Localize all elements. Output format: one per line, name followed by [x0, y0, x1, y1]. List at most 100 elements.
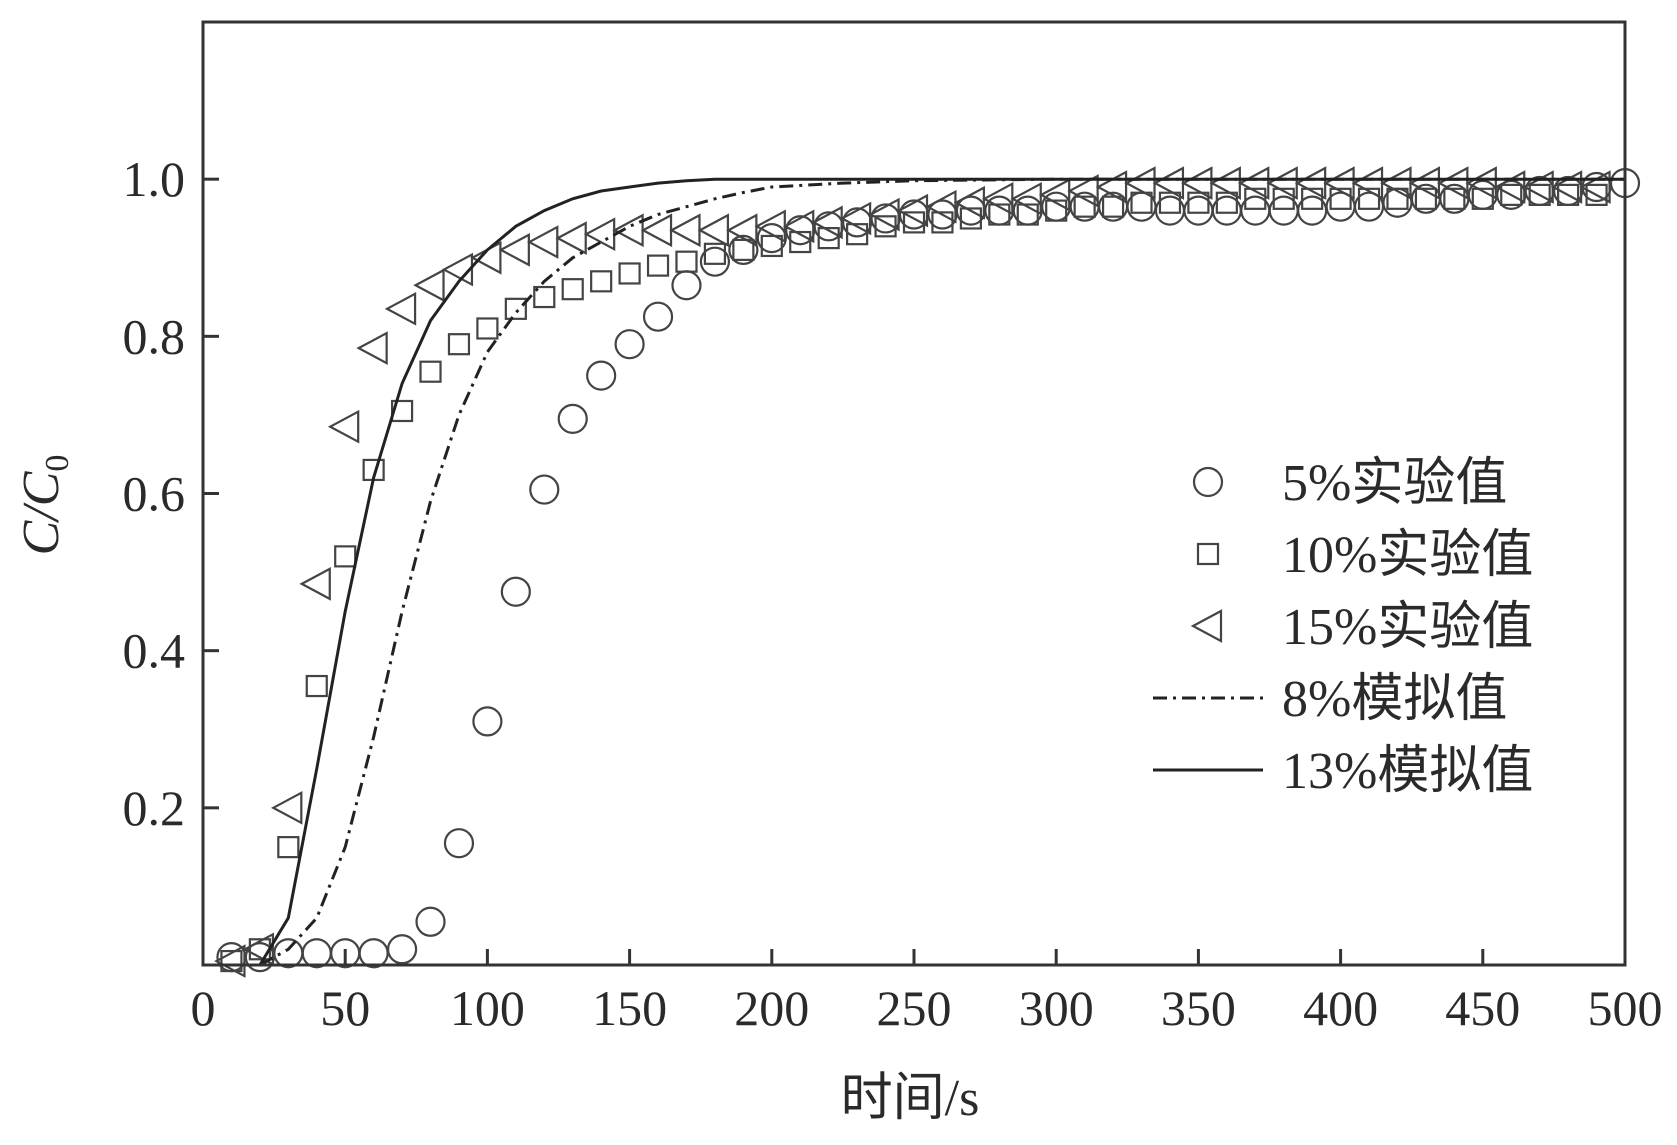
x-tick-label: 350 [1161, 980, 1236, 1036]
data-point [671, 270, 702, 301]
legend-label: 15%实验值 [1282, 599, 1533, 656]
data-point [270, 790, 303, 825]
data-point [413, 268, 445, 303]
legend-label: 5%实验值 [1282, 455, 1507, 512]
data-point [526, 225, 559, 259]
data-point [760, 234, 783, 258]
data-point [358, 938, 389, 969]
data-point [728, 234, 759, 265]
data-point [988, 203, 1011, 226]
data-point [614, 329, 645, 360]
data-point [1101, 195, 1125, 218]
data-point [732, 238, 755, 261]
data-point [1301, 187, 1324, 210]
data-point [669, 213, 701, 248]
x-tick-label: 400 [1303, 980, 1378, 1036]
data-point [1272, 187, 1295, 210]
data-point [476, 317, 499, 340]
data-point [1414, 187, 1438, 210]
data-point [334, 545, 357, 568]
data-point [1067, 174, 1099, 208]
data-point [1465, 166, 1497, 200]
x-tick-label: 500 [1588, 980, 1663, 1036]
data-point [242, 932, 274, 967]
data-point [470, 240, 502, 275]
data-point [1471, 187, 1494, 210]
data-point [498, 233, 530, 267]
x-tick-label: 200 [734, 980, 809, 1036]
data-point [356, 331, 388, 365]
plot-layer [214, 166, 1641, 978]
y-tick-label: 0.6 [123, 466, 186, 522]
data-point [1045, 199, 1068, 222]
data-point [1557, 183, 1580, 206]
legend-item: 15%实验值 [1190, 599, 1533, 656]
data-point [1329, 187, 1352, 210]
data-point [646, 254, 670, 277]
data-point [472, 706, 503, 737]
y-tick-label: 0.2 [123, 780, 186, 836]
data-point [846, 223, 869, 246]
data-point [612, 213, 644, 248]
legend-label: 10%实验值 [1282, 527, 1533, 584]
x-tick-label: 150 [592, 980, 667, 1036]
data-point [953, 185, 985, 220]
data-point [327, 409, 360, 444]
data-point [1158, 191, 1182, 214]
data-point [931, 211, 954, 234]
y-axis-label: C/C0 [13, 455, 76, 556]
data-point [443, 828, 475, 859]
data-point [1244, 187, 1267, 210]
data-point [902, 211, 926, 234]
data-point [1528, 183, 1551, 206]
x-tick-label: 100 [450, 980, 525, 1036]
x-axis-label: 时间/s [841, 1070, 980, 1127]
data-point [1357, 187, 1381, 210]
legend-label: 8%模拟值 [1282, 671, 1507, 728]
data-point [703, 242, 727, 265]
legend-marker-swatch [1192, 466, 1224, 498]
data-point [384, 291, 417, 326]
x-tick-label: 450 [1445, 980, 1520, 1036]
data-point [1130, 191, 1153, 214]
legend-marker-swatch [1196, 542, 1220, 566]
data-point [868, 197, 900, 232]
data-point [590, 270, 613, 293]
legend-item: 13%模拟值 [1153, 743, 1533, 800]
data-point [1443, 187, 1466, 210]
data-point [874, 215, 897, 238]
data-point [415, 906, 446, 937]
legend-item: 10%实验值 [1196, 527, 1533, 584]
data-point [839, 201, 872, 236]
data-point [811, 205, 843, 240]
data-point [305, 674, 328, 698]
data-point [1187, 191, 1210, 214]
y-tick-label: 0.8 [123, 308, 186, 364]
data-point [500, 576, 531, 607]
legend-item: 5%实验值 [1192, 455, 1507, 512]
data-point [699, 246, 731, 277]
series-5 [231, 177, 1625, 967]
data-point [504, 297, 527, 320]
data-point [561, 278, 584, 301]
x-tick-label: 250 [877, 980, 952, 1036]
data-point [1585, 183, 1608, 206]
y-tick-label: 1.0 [123, 151, 186, 207]
data-point [1010, 181, 1042, 216]
data-point [618, 262, 641, 285]
legend-label: 13%模拟值 [1282, 743, 1533, 800]
x-tick-label: 0 [191, 980, 216, 1036]
data-point [419, 360, 442, 383]
data-point [533, 285, 556, 309]
legend-marker-swatch [1190, 609, 1223, 643]
data-point [1386, 187, 1409, 210]
data-point [441, 252, 474, 287]
y-axis-label-sub: 0 [39, 455, 76, 472]
data-point [555, 221, 587, 255]
data-point [817, 227, 840, 250]
data-point [642, 301, 674, 332]
data-point [1215, 191, 1238, 214]
data-point [896, 193, 929, 228]
axes-layer: 0 50 100 150 200 250 300 350 400 450 500 0.2 0.4 0.6 0… [123, 20, 1663, 1036]
